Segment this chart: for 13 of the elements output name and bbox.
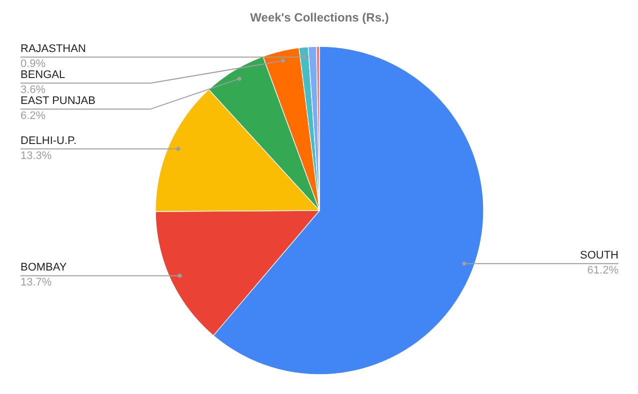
slice-label: BENGAL [20, 69, 66, 82]
data-label: 13.3% [20, 150, 52, 162]
data-label: 6.2% [20, 110, 46, 122]
slice-label: RAJASTHAN [20, 43, 86, 56]
slice-label: SOUTH [580, 250, 619, 262]
slice-label: DELHI-U.P. [20, 134, 77, 147]
data-label: 3.6% [20, 84, 46, 96]
slice-label: BOMBAY [20, 262, 68, 274]
chart-title: Week's Collections (Rs.) [250, 10, 389, 24]
slice-label: EAST PUNJAB [20, 95, 96, 108]
data-label: 0.9% [20, 58, 46, 70]
data-label: 13.7% [20, 276, 52, 289]
data-label: 61.2% [587, 264, 619, 277]
